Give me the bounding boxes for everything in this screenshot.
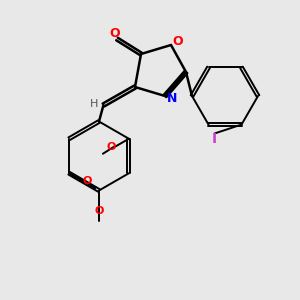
Text: O: O — [106, 142, 116, 152]
Text: I: I — [212, 132, 217, 146]
Text: O: O — [172, 35, 183, 48]
Text: O: O — [82, 176, 92, 187]
Text: O: O — [94, 206, 104, 216]
Text: H: H — [90, 99, 99, 110]
Text: N: N — [167, 92, 177, 105]
Text: O: O — [109, 27, 120, 40]
